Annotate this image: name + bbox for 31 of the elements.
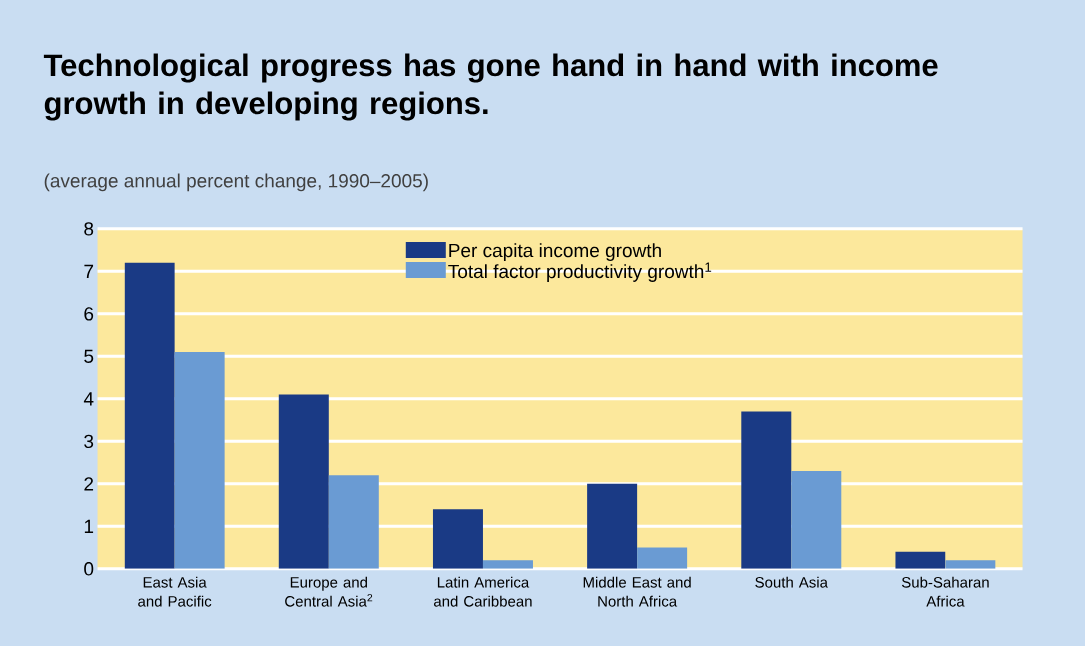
bar	[328, 475, 379, 569]
y-tick-label: 2	[84, 477, 94, 491]
bar	[278, 394, 329, 569]
x-tick-label: Sub-Saharan Africa	[901, 576, 989, 607]
bar	[895, 551, 946, 569]
y-tick-label: 0	[84, 562, 94, 576]
chart-title: Technological progress has gone hand in hand with income growth in developing regions.	[43, 53, 938, 121]
x-tick-label: East Asia and Pacific	[138, 576, 212, 607]
y-tick-label: 3	[84, 434, 94, 449]
y-tick-label: 7	[84, 264, 94, 278]
chart-subtitle: (average annual percent change, 1990–2005)	[44, 173, 428, 192]
bar	[791, 471, 842, 569]
x-tick-label: Middle East and North Africa	[583, 576, 691, 607]
bar	[124, 262, 175, 569]
bar	[945, 560, 996, 569]
bar	[174, 352, 225, 569]
bar	[637, 547, 688, 569]
x-tick-label: Europe and Central Asia$^{2}$	[285, 576, 373, 607]
bar	[741, 411, 792, 569]
legend-label: Per capita income growth	[449, 243, 661, 261]
legend-label: Total factor productivity growth$^{1}$	[448, 262, 712, 282]
bar	[587, 483, 638, 569]
x-tick-label: Latin America and Caribbean	[433, 576, 532, 607]
y-tick-label: 1	[84, 519, 94, 533]
y-tick-label: 8	[84, 222, 94, 236]
y-tick-label: 4	[83, 392, 94, 406]
y-tick-label: 6	[84, 307, 94, 321]
y-tick-label: 5	[84, 349, 94, 363]
bar	[432, 509, 483, 569]
bar	[482, 560, 533, 569]
x-tick-label: South Asia	[755, 576, 828, 588]
